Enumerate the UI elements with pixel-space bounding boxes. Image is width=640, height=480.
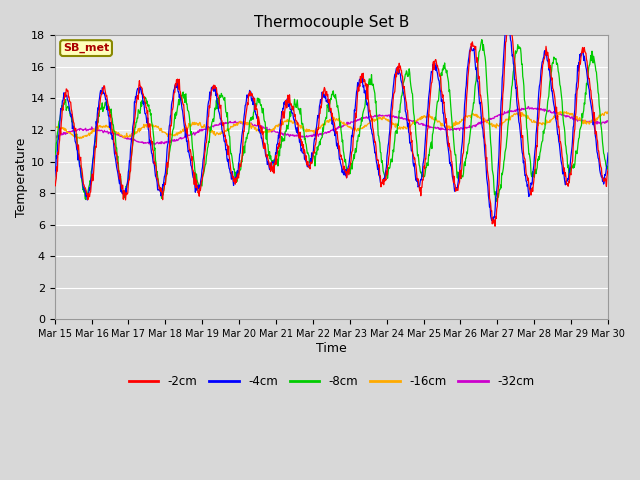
Bar — [54, 225, 608, 319]
Legend: -2cm, -4cm, -8cm, -16cm, -32cm: -2cm, -4cm, -8cm, -16cm, -32cm — [124, 371, 539, 393]
X-axis label: Time: Time — [316, 342, 347, 355]
Y-axis label: Temperature: Temperature — [15, 138, 28, 217]
Title: Thermocouple Set B: Thermocouple Set B — [253, 15, 409, 30]
Text: SB_met: SB_met — [63, 43, 109, 53]
